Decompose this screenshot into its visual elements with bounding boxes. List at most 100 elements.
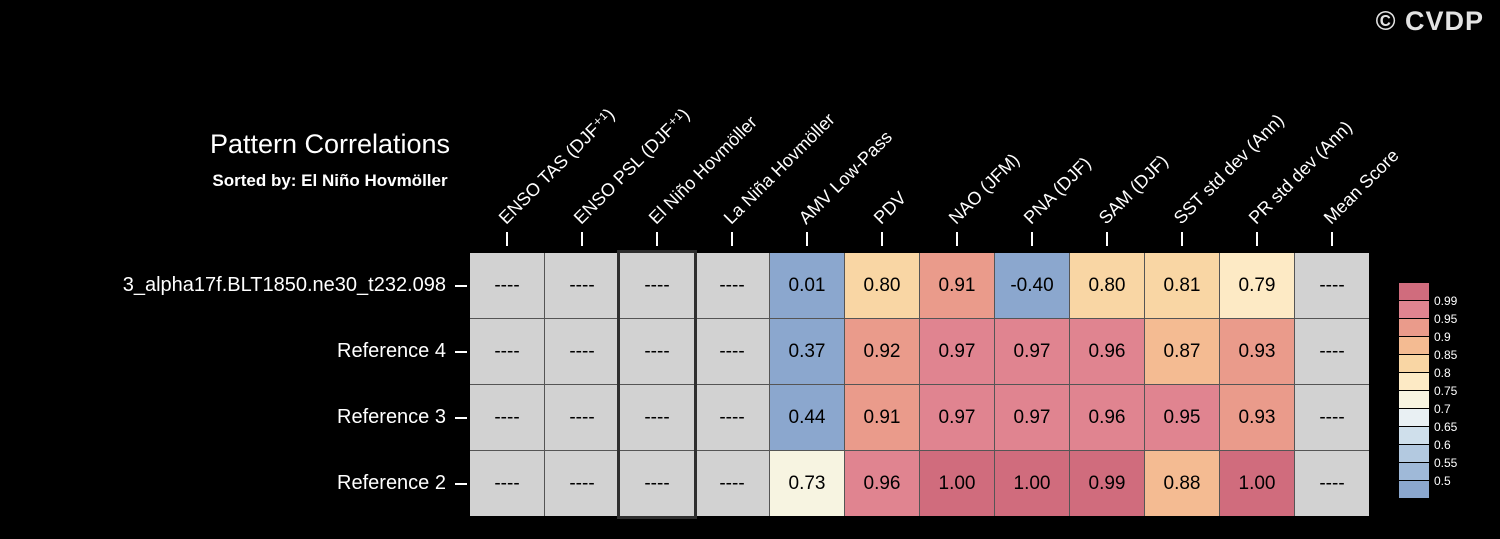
heatmap-cell: 0.87	[1145, 319, 1219, 384]
heatmap-cell: 0.81	[1145, 253, 1219, 318]
colorbar-tick-label: 0.75	[1434, 384, 1458, 398]
heatmap-cell: 0.73	[770, 451, 844, 516]
chart-subtitle: Sorted by: El Niño Hovmöller	[212, 171, 448, 190]
heatmap-cell: 0.95	[1145, 385, 1219, 450]
colorbar-segment	[1399, 427, 1429, 444]
cvdp-watermark: © CVDP	[1375, 6, 1484, 36]
row-tick	[455, 482, 467, 485]
row-label: Reference 2	[337, 471, 446, 494]
heatmap-cell: ----	[545, 385, 619, 450]
colorbar-segment	[1399, 445, 1429, 462]
heatmap-cell: 0.44	[770, 385, 844, 450]
heatmap-grid: ---- ---- ---- ---- 0.01 0.80 0.91 -0.40 0.80 0.8…	[470, 253, 1369, 516]
heatmap-cell: ----	[470, 319, 544, 384]
heatmap-cell: ----	[1295, 253, 1369, 318]
row-tick	[455, 284, 467, 287]
heatmap-cell: ----	[1295, 385, 1369, 450]
heatmap-cell: 0.96	[1070, 319, 1144, 384]
chart-title: Pattern Correlations	[209, 129, 451, 159]
row-label: Reference 3	[337, 405, 446, 428]
colorbar-tick-label: 0.9	[1434, 330, 1451, 344]
colorbar-segment	[1399, 355, 1429, 372]
column-tick	[1181, 232, 1183, 246]
colorbar-tick-label: 0.5	[1434, 474, 1451, 488]
row-label: 3_alpha17f.BLT1850.ne30_t232.098	[122, 273, 446, 296]
heatmap-cell: ----	[620, 451, 694, 516]
heatmap-cell: 0.80	[1070, 253, 1144, 318]
row-tick	[455, 416, 467, 419]
heatmap-cell: ----	[695, 319, 769, 384]
heatmap-cell: ----	[545, 451, 619, 516]
heatmap-cell: 1.00	[920, 451, 994, 516]
row-label: Reference 4	[337, 339, 446, 362]
heatmap-cell: 0.88	[1145, 451, 1219, 516]
colorbar-tick-label: 0.7	[1434, 402, 1451, 416]
column-header: SAM (DJF)	[1094, 150, 1172, 228]
heatmap-cell: 0.93	[1220, 319, 1294, 384]
colorbar-tick-label: 0.85	[1434, 348, 1458, 362]
heatmap-cell: ----	[1295, 451, 1369, 516]
heatmap-cell: 0.79	[1220, 253, 1294, 318]
heatmap-cell: ----	[620, 319, 694, 384]
column-tick	[656, 232, 658, 246]
colorbar-tick-label: 0.8	[1434, 366, 1451, 380]
colorbar-segment	[1399, 283, 1429, 300]
colorbar-tick-label: 0.55	[1434, 456, 1458, 470]
column-tick	[1331, 232, 1333, 246]
heatmap-cell: 0.99	[1070, 451, 1144, 516]
colorbar-segment	[1399, 301, 1429, 318]
heatmap-cell: 0.96	[845, 451, 919, 516]
heatmap-cell: 1.00	[995, 451, 1069, 516]
colorbar-segment	[1399, 373, 1429, 390]
colorbar	[1399, 283, 1429, 498]
column-tick	[731, 232, 733, 246]
colorbar-segment	[1399, 337, 1429, 354]
heatmap-cell: 0.97	[920, 385, 994, 450]
heatmap-cell: ----	[620, 253, 694, 318]
heatmap-cell: ----	[470, 451, 544, 516]
heatmap-cell: ----	[470, 253, 544, 318]
column-header: PNA (DJF)	[1019, 153, 1095, 228]
colorbar-tick-label: 0.65	[1434, 420, 1458, 434]
heatmap-cell: 1.00	[1220, 451, 1294, 516]
colorbar-tick-label: 0.95	[1434, 312, 1458, 326]
colorbar-tick-label: 0.6	[1434, 438, 1451, 452]
heatmap-cell: ----	[470, 385, 544, 450]
heatmap-cell: ----	[1295, 319, 1369, 384]
heatmap-cell: 0.97	[995, 385, 1069, 450]
column-tick	[1256, 232, 1258, 246]
heatmap-cell: 0.80	[845, 253, 919, 318]
heatmap-cell: ----	[695, 451, 769, 516]
colorbar-segment	[1399, 481, 1429, 498]
heatmap-cell: 0.97	[995, 319, 1069, 384]
column-tick	[881, 232, 883, 246]
heatmap-cell: 0.01	[770, 253, 844, 318]
colorbar-segment	[1399, 319, 1429, 336]
heatmap-cell: 0.92	[845, 319, 919, 384]
column-tick	[806, 232, 808, 246]
title-block: Pattern Correlations Sorted by: El Niño …	[80, 129, 580, 191]
column-tick	[581, 232, 583, 246]
colorbar-tick-label: 0.99	[1434, 294, 1458, 308]
column-header: Mean Score	[1319, 145, 1403, 228]
heatmap-cell: ----	[545, 319, 619, 384]
heatmap-cell: ----	[695, 385, 769, 450]
column-tick	[956, 232, 958, 246]
heatmap-cell: 0.91	[920, 253, 994, 318]
row-tick	[455, 350, 467, 353]
colorbar-segment	[1399, 463, 1429, 480]
heatmap-cell: ----	[545, 253, 619, 318]
heatmap-cell: 0.97	[920, 319, 994, 384]
column-tick	[1031, 232, 1033, 246]
heatmap-cell: 0.96	[1070, 385, 1144, 450]
column-header: PDV	[869, 187, 911, 228]
heatmap-cell: 0.91	[845, 385, 919, 450]
heatmap-cell: ----	[695, 253, 769, 318]
heatmap-cell: -0.40	[995, 253, 1069, 318]
colorbar-segment	[1399, 409, 1429, 426]
heatmap-cell: 0.37	[770, 319, 844, 384]
colorbar-segment	[1399, 391, 1429, 408]
column-header: NAO (JFM)	[944, 149, 1024, 228]
heatmap-cell: ----	[620, 385, 694, 450]
